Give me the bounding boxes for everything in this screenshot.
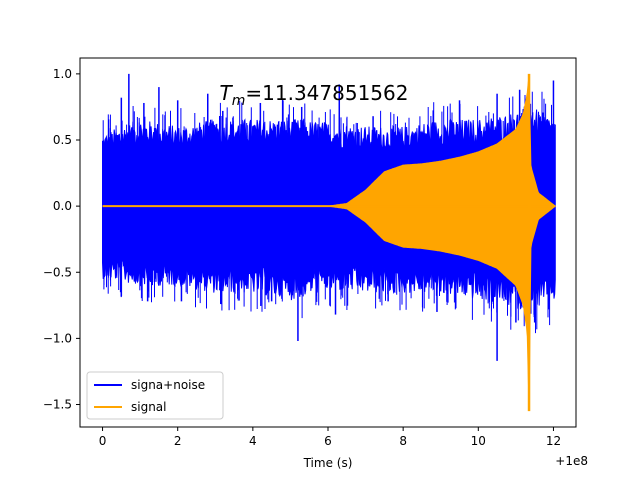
- y-tick-label: 0.0: [53, 199, 72, 213]
- x-axis-offset-label: +1e8: [555, 454, 588, 468]
- x-tick-label: 0: [99, 434, 107, 448]
- chart-title: Tm=11.347851562: [220, 81, 409, 109]
- series-signal: [102, 73, 557, 412]
- series-layer: [102, 73, 557, 412]
- title-value: =11.347851562: [245, 81, 408, 105]
- y-tick-label: −1.5: [43, 398, 72, 412]
- title-subscript: m: [232, 93, 246, 109]
- y-axis-ticks: 1.0 0.5 0.0 −0.5 −1.0 −1.5: [43, 67, 80, 412]
- y-tick-label: −1.0: [43, 331, 72, 345]
- x-tick-label: 4: [249, 434, 257, 448]
- y-tick-label: −0.5: [43, 265, 72, 279]
- x-tick-label: 12: [546, 434, 561, 448]
- x-tick-label: 6: [324, 434, 332, 448]
- y-tick-label: 0.5: [53, 133, 72, 147]
- title-prefix: T: [220, 81, 234, 105]
- x-tick-label: 2: [174, 434, 182, 448]
- legend: signa+noise signal: [86, 371, 224, 420]
- x-axis-label: Time (s): [303, 456, 353, 470]
- x-tick-label: 10: [471, 434, 486, 448]
- legend-label-signa-noise: signa+noise: [131, 378, 205, 392]
- x-axis-ticks: 0 2 4 6 8 10 12: [99, 427, 561, 448]
- x-tick-label: 8: [399, 434, 407, 448]
- legend-label-signal: signal: [131, 400, 167, 414]
- y-tick-label: 1.0: [53, 67, 72, 81]
